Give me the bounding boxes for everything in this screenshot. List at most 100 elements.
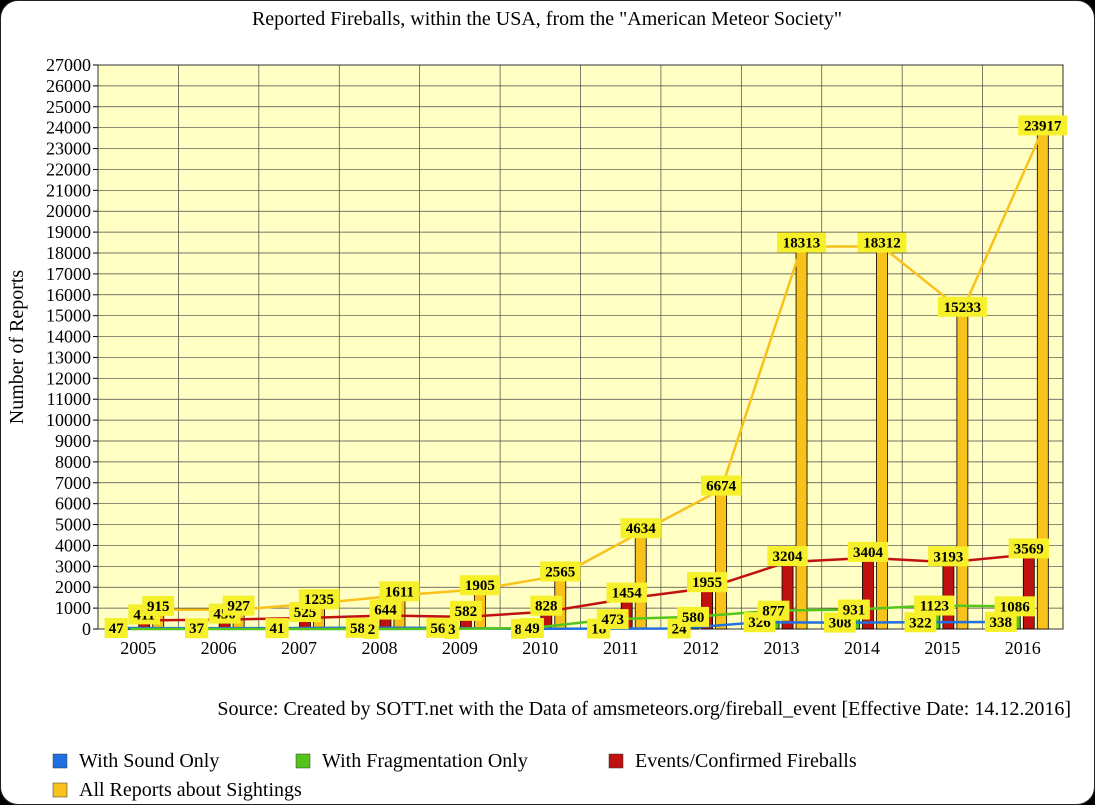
data-label-bg [847,541,889,562]
data-label-bg [459,575,501,596]
data-label-bg [449,600,482,621]
data-label: 49 [525,621,540,637]
y-tick-label: 2000 [55,577,91,597]
y-tick-label: 11000 [47,389,91,409]
y-tick-label: 8000 [55,452,91,472]
y-tick-label: 16000 [46,285,91,305]
y-tick-label: 24000 [46,118,91,138]
x-tick-label: 2010 [522,638,558,658]
data-label: 927 [227,599,250,615]
y-tick-label: 27000 [46,55,91,75]
data-label-bg [838,599,870,620]
y-tick-label: 12000 [46,368,91,388]
data-label: 15233 [944,300,982,316]
data-label: 3569 [1014,541,1044,557]
data-label-bg [185,618,209,639]
data-label: 18312 [863,235,901,251]
bar [876,246,888,630]
legend: With Sound Only With Fragmentation Only Ev… [52,750,857,801]
x-tick-label: 2013 [764,638,800,658]
y-tick-label: 17000 [46,264,91,284]
data-label: 338 [990,615,1013,631]
legend-label: All Reports about Sightings [79,779,302,801]
legend-label: With Sound Only [79,750,219,772]
data-label: 47 [109,621,125,637]
data-label: 4634 [626,521,657,537]
plot-area: 0100020003000400050006000700080009000100… [46,55,1068,658]
y-tick-label: 14000 [46,327,91,347]
data-label: 3404 [853,545,884,561]
x-tick-label: 2016 [1005,638,1041,658]
bar [795,246,808,630]
y-tick-label: 1000 [55,598,91,618]
y-tick-label: 18000 [46,243,91,263]
data-label: 18313 [783,235,821,251]
chart-title: Reported Fireballs, within the USA, from… [252,8,842,30]
data-label-bg [265,618,289,639]
data-label-bg [857,232,907,253]
data-label-bg [520,617,544,638]
data-label: 915 [147,599,170,615]
y-tick-label: 22000 [46,159,91,179]
bar [634,531,647,630]
bar [1022,554,1035,630]
x-tick-label: 2014 [844,638,880,658]
data-label-bg [914,595,955,616]
data-label-bg [540,561,581,582]
y-tick-label: 15000 [46,306,91,326]
data-label: 1955 [692,575,722,591]
y-tick-label: 6000 [55,494,91,514]
data-label-bg [298,589,340,610]
y-tick-label: 20000 [46,201,91,221]
data-label-bg [530,595,563,616]
data-label-bg [1018,115,1068,136]
data-label-bg [620,518,661,539]
legend-label: Events/Confirmed Fireballs [635,750,857,772]
data-label-bg [937,296,987,317]
data-label-bg [345,617,370,638]
y-tick-label: 5000 [55,515,91,535]
data-label: 1454 [612,586,643,602]
y-tick-label: 3000 [55,556,91,576]
data-label: 56 [430,621,446,637]
x-tick-label: 2005 [120,638,156,658]
x-tick-label: 2009 [442,638,478,658]
x-tick-label: 2007 [281,638,317,658]
data-label: 3193 [933,549,963,565]
data-label-bg [1008,538,1049,559]
data-label-bg [757,600,790,621]
data-label-bg [369,599,402,620]
data-label-bg [596,609,629,630]
x-tick-label: 2011 [603,638,638,658]
data-label-bg [686,572,728,593]
bar [715,489,728,630]
y-tick-label: 19000 [46,222,91,242]
data-label: 828 [535,599,558,615]
data-label: 1123 [920,599,949,615]
y-tick-label: 23000 [46,139,91,159]
data-label: 2565 [545,564,575,580]
legend-swatch [608,753,624,769]
data-label: 308 [829,616,852,632]
x-tick-label: 2015 [924,638,960,658]
y-tick-label: 4000 [55,535,91,555]
data-label: 37 [189,621,205,637]
data-label: 322 [909,615,932,631]
data-label-bg [984,611,1017,632]
y-tick-label: 25000 [46,97,91,117]
data-label-bg [700,475,742,496]
y-axis-label: Number of Reports [6,270,28,425]
y-tick-label: 7000 [55,473,91,493]
x-tick-label: 2008 [361,638,397,658]
data-label: 6674 [706,479,737,495]
x-tick-label: 2012 [683,638,719,658]
data-label: 580 [682,610,705,626]
data-label-bg [142,595,175,616]
data-label-bg [444,618,460,639]
legend-swatch [52,753,68,769]
data-label-bg [104,618,128,639]
data-label-bg [994,596,1035,617]
source-note: Source: Created by SOTT.net with the Dat… [217,698,1071,720]
